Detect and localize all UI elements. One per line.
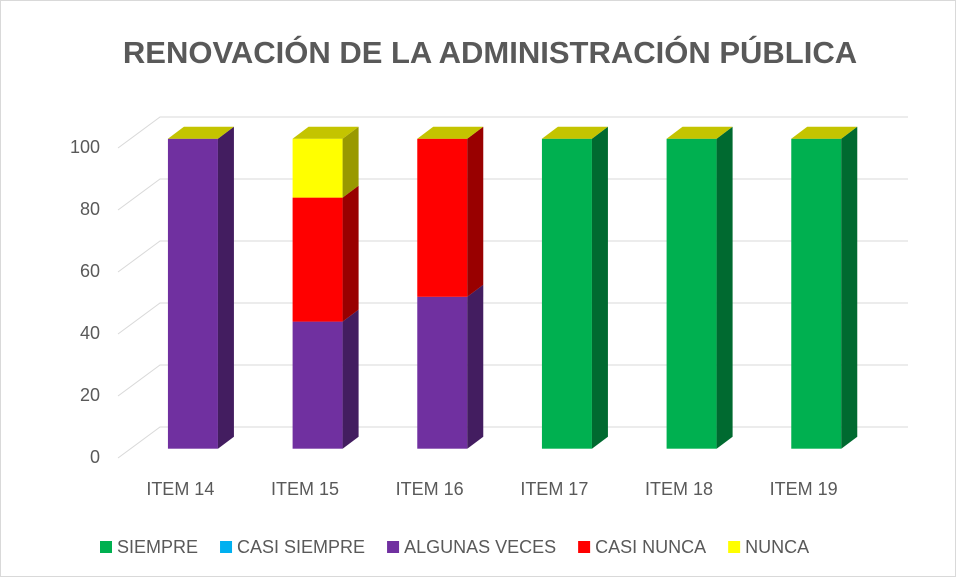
legend-label: CASI SIEMPRE	[237, 537, 365, 557]
bar-segment	[292, 197, 343, 322]
chart-title: RENOVACIÓN DE LA ADMINISTRACIÓN PÚBLICA	[123, 34, 857, 70]
bar-side	[467, 284, 484, 449]
legend-label: ALGUNAS VECES	[404, 537, 556, 557]
bar-side	[716, 126, 733, 449]
bar-segment	[417, 138, 468, 297]
grid-line	[117, 426, 908, 459]
legend-swatch	[387, 541, 400, 553]
bar-segment	[417, 296, 468, 449]
legend-label: SIEMPRE	[117, 537, 198, 557]
y-tick-label: 80	[80, 199, 100, 219]
bar-segment	[791, 138, 842, 449]
grid-line	[117, 364, 908, 397]
grid-line	[117, 178, 908, 211]
grid-line	[117, 240, 908, 273]
bar-side	[591, 126, 608, 449]
bar-side	[217, 126, 234, 449]
y-tick-label: 40	[80, 323, 100, 343]
x-tick-label: ITEM 14	[146, 479, 214, 499]
bar-side	[467, 126, 484, 297]
bar-top	[666, 126, 733, 139]
bar-top	[417, 126, 484, 139]
bar-segment	[666, 138, 717, 449]
legend-swatch	[220, 541, 233, 553]
bar-segment	[292, 138, 343, 198]
bar-top	[167, 126, 234, 139]
bar-top	[791, 126, 858, 139]
y-tick-label: 60	[80, 261, 100, 281]
bar-side	[841, 126, 858, 449]
y-tick-label: 20	[80, 385, 100, 405]
legend-label: NUNCA	[745, 537, 809, 557]
bar-segment	[167, 138, 218, 449]
legend-swatch	[100, 541, 112, 553]
grid-line	[117, 302, 908, 335]
legend-swatch	[728, 541, 741, 553]
legend-label: CASI NUNCA	[595, 537, 706, 557]
y-tick-label: 100	[70, 137, 100, 157]
legend-swatch	[578, 541, 591, 553]
bar-top	[541, 126, 608, 139]
x-tick-label: ITEM 16	[396, 479, 464, 499]
bar-segment	[292, 321, 343, 449]
bar-segment	[541, 138, 592, 449]
bar-side	[342, 185, 359, 322]
bar-side	[342, 126, 359, 198]
grid-line	[117, 116, 908, 149]
x-tick-label: ITEM 18	[645, 479, 713, 499]
x-tick-label: ITEM 19	[770, 479, 838, 499]
bar-top	[292, 126, 359, 139]
x-tick-label: ITEM 15	[271, 479, 339, 499]
x-tick-label: ITEM 17	[520, 479, 588, 499]
bar-side	[342, 309, 359, 449]
y-tick-label: 0	[90, 447, 100, 467]
